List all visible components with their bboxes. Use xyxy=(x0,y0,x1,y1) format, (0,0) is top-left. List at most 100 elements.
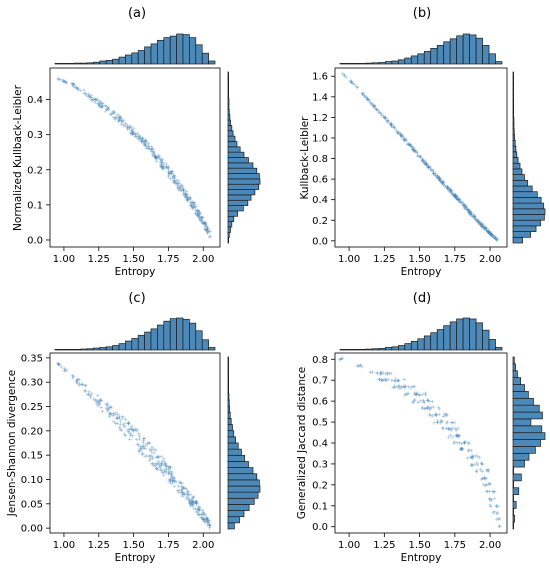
scatter-point xyxy=(152,451,156,455)
scatter-point xyxy=(467,448,471,452)
right-hist-bar xyxy=(227,237,229,244)
scatter-point xyxy=(129,125,133,129)
top-hist-bar xyxy=(378,348,386,351)
scatter-point xyxy=(474,469,479,473)
scatter-point xyxy=(396,130,401,135)
x-tick-label-a: 2.00 xyxy=(192,254,214,265)
top-hist-bar xyxy=(488,53,496,65)
right-hist-bar xyxy=(227,442,239,450)
scatter-point xyxy=(75,378,79,383)
scatter-point xyxy=(421,399,426,403)
right-hist-bar xyxy=(512,231,531,238)
scatter-point xyxy=(441,414,446,419)
scatter-point xyxy=(159,160,164,165)
scatter-point xyxy=(439,421,443,425)
right-hist-bar xyxy=(227,141,238,148)
scatter-point xyxy=(427,164,431,169)
scatter-point xyxy=(119,117,124,121)
scatter-point xyxy=(208,523,212,528)
scatter-point xyxy=(122,432,127,436)
right-hist-bar xyxy=(512,77,514,84)
scatter-point xyxy=(440,426,445,430)
x-tick-label-b: 1.50 xyxy=(408,254,430,265)
right-histogram-b xyxy=(512,71,546,244)
scatter-point xyxy=(86,92,91,96)
y-tick-label-d: 0.1 xyxy=(312,501,328,512)
right-hist-bar xyxy=(227,473,258,481)
scatter-point xyxy=(482,475,487,480)
scatter-point xyxy=(151,149,156,154)
right-hist-bar xyxy=(227,87,229,94)
top-hist-bar xyxy=(365,62,373,65)
scatter-point xyxy=(118,115,123,119)
scatter-point xyxy=(162,473,166,477)
scatter-point xyxy=(142,436,146,441)
right-hist-bar xyxy=(227,448,242,456)
right-hist-bar xyxy=(512,501,517,509)
x-tick-label-a: 1.75 xyxy=(157,254,179,265)
top-hist-bar xyxy=(137,50,145,65)
scatter-point xyxy=(130,424,134,428)
scatter-point xyxy=(179,183,183,188)
scatter-point xyxy=(493,236,498,241)
top-hist-bar xyxy=(80,348,88,351)
right-hist-bar xyxy=(227,205,244,212)
scatter-point xyxy=(485,467,490,472)
x-tick-label-d: 1.50 xyxy=(408,540,430,551)
right-hist-bar xyxy=(512,88,514,96)
scatter-point xyxy=(150,153,155,158)
scatter-point xyxy=(161,165,165,170)
top-hist-bar xyxy=(73,349,81,351)
panel-title-d: (d) xyxy=(413,291,431,306)
scatter-point xyxy=(155,159,159,163)
y-tick-label-b: 1.4 xyxy=(312,92,328,103)
scatter-point xyxy=(480,469,484,474)
top-hist-bar xyxy=(462,33,470,65)
scatter-point xyxy=(478,467,483,472)
scatter-point xyxy=(447,435,451,439)
scatter-point xyxy=(123,425,127,429)
scatter-point xyxy=(385,372,390,376)
y-ticks-d: 0.0 0.1 0.2 0.3 0.4 0.5 0.6 0.7 0.8 xyxy=(312,355,335,533)
scatter-point xyxy=(391,124,396,129)
scatter-point xyxy=(434,413,438,417)
scatter-point xyxy=(172,484,176,489)
top-hist-bar xyxy=(339,63,347,65)
scatter-point xyxy=(450,420,455,425)
scatter-point xyxy=(131,429,136,433)
scatter-point xyxy=(196,215,201,219)
right-hist-bar xyxy=(512,384,525,392)
top-hist-bar xyxy=(462,317,470,351)
right-hist-bar xyxy=(512,452,530,461)
scatter-points-c xyxy=(56,361,212,530)
right-hist-bar xyxy=(512,397,534,406)
y-tick-label-c: 0.20 xyxy=(21,426,43,437)
scatter-point xyxy=(205,226,210,231)
right-hist-bar xyxy=(512,236,523,244)
right-hist-bar xyxy=(227,510,245,518)
scatter-point xyxy=(59,78,63,82)
y-ticks-a: 0.0 0.1 0.2 0.3 0.4 xyxy=(27,95,50,246)
scatter-point xyxy=(175,186,180,190)
scatter-point xyxy=(190,500,194,505)
top-hist-bar xyxy=(93,61,101,65)
scatter-point xyxy=(83,383,88,388)
scatter-point xyxy=(96,98,100,103)
top-hist-bar xyxy=(469,318,477,351)
y-tick-label-d: 0.4 xyxy=(312,439,328,450)
scatter-point xyxy=(168,477,173,482)
scatter-point xyxy=(368,370,373,375)
scatter-point xyxy=(122,422,126,426)
scatter-point xyxy=(423,391,428,395)
scatter-point xyxy=(159,462,163,466)
x-tick-label-a: 1.50 xyxy=(122,254,144,265)
scatter-point xyxy=(184,189,189,194)
top-histogram-d xyxy=(339,317,503,351)
top-histogram-a xyxy=(54,33,216,65)
scatter-point xyxy=(149,447,153,452)
top-hist-bar xyxy=(372,62,380,65)
right-hist-bar xyxy=(227,497,255,505)
top-hist-bar xyxy=(352,63,360,65)
scatter-point xyxy=(395,378,400,383)
y-tick-label-a: 0.1 xyxy=(27,200,43,211)
